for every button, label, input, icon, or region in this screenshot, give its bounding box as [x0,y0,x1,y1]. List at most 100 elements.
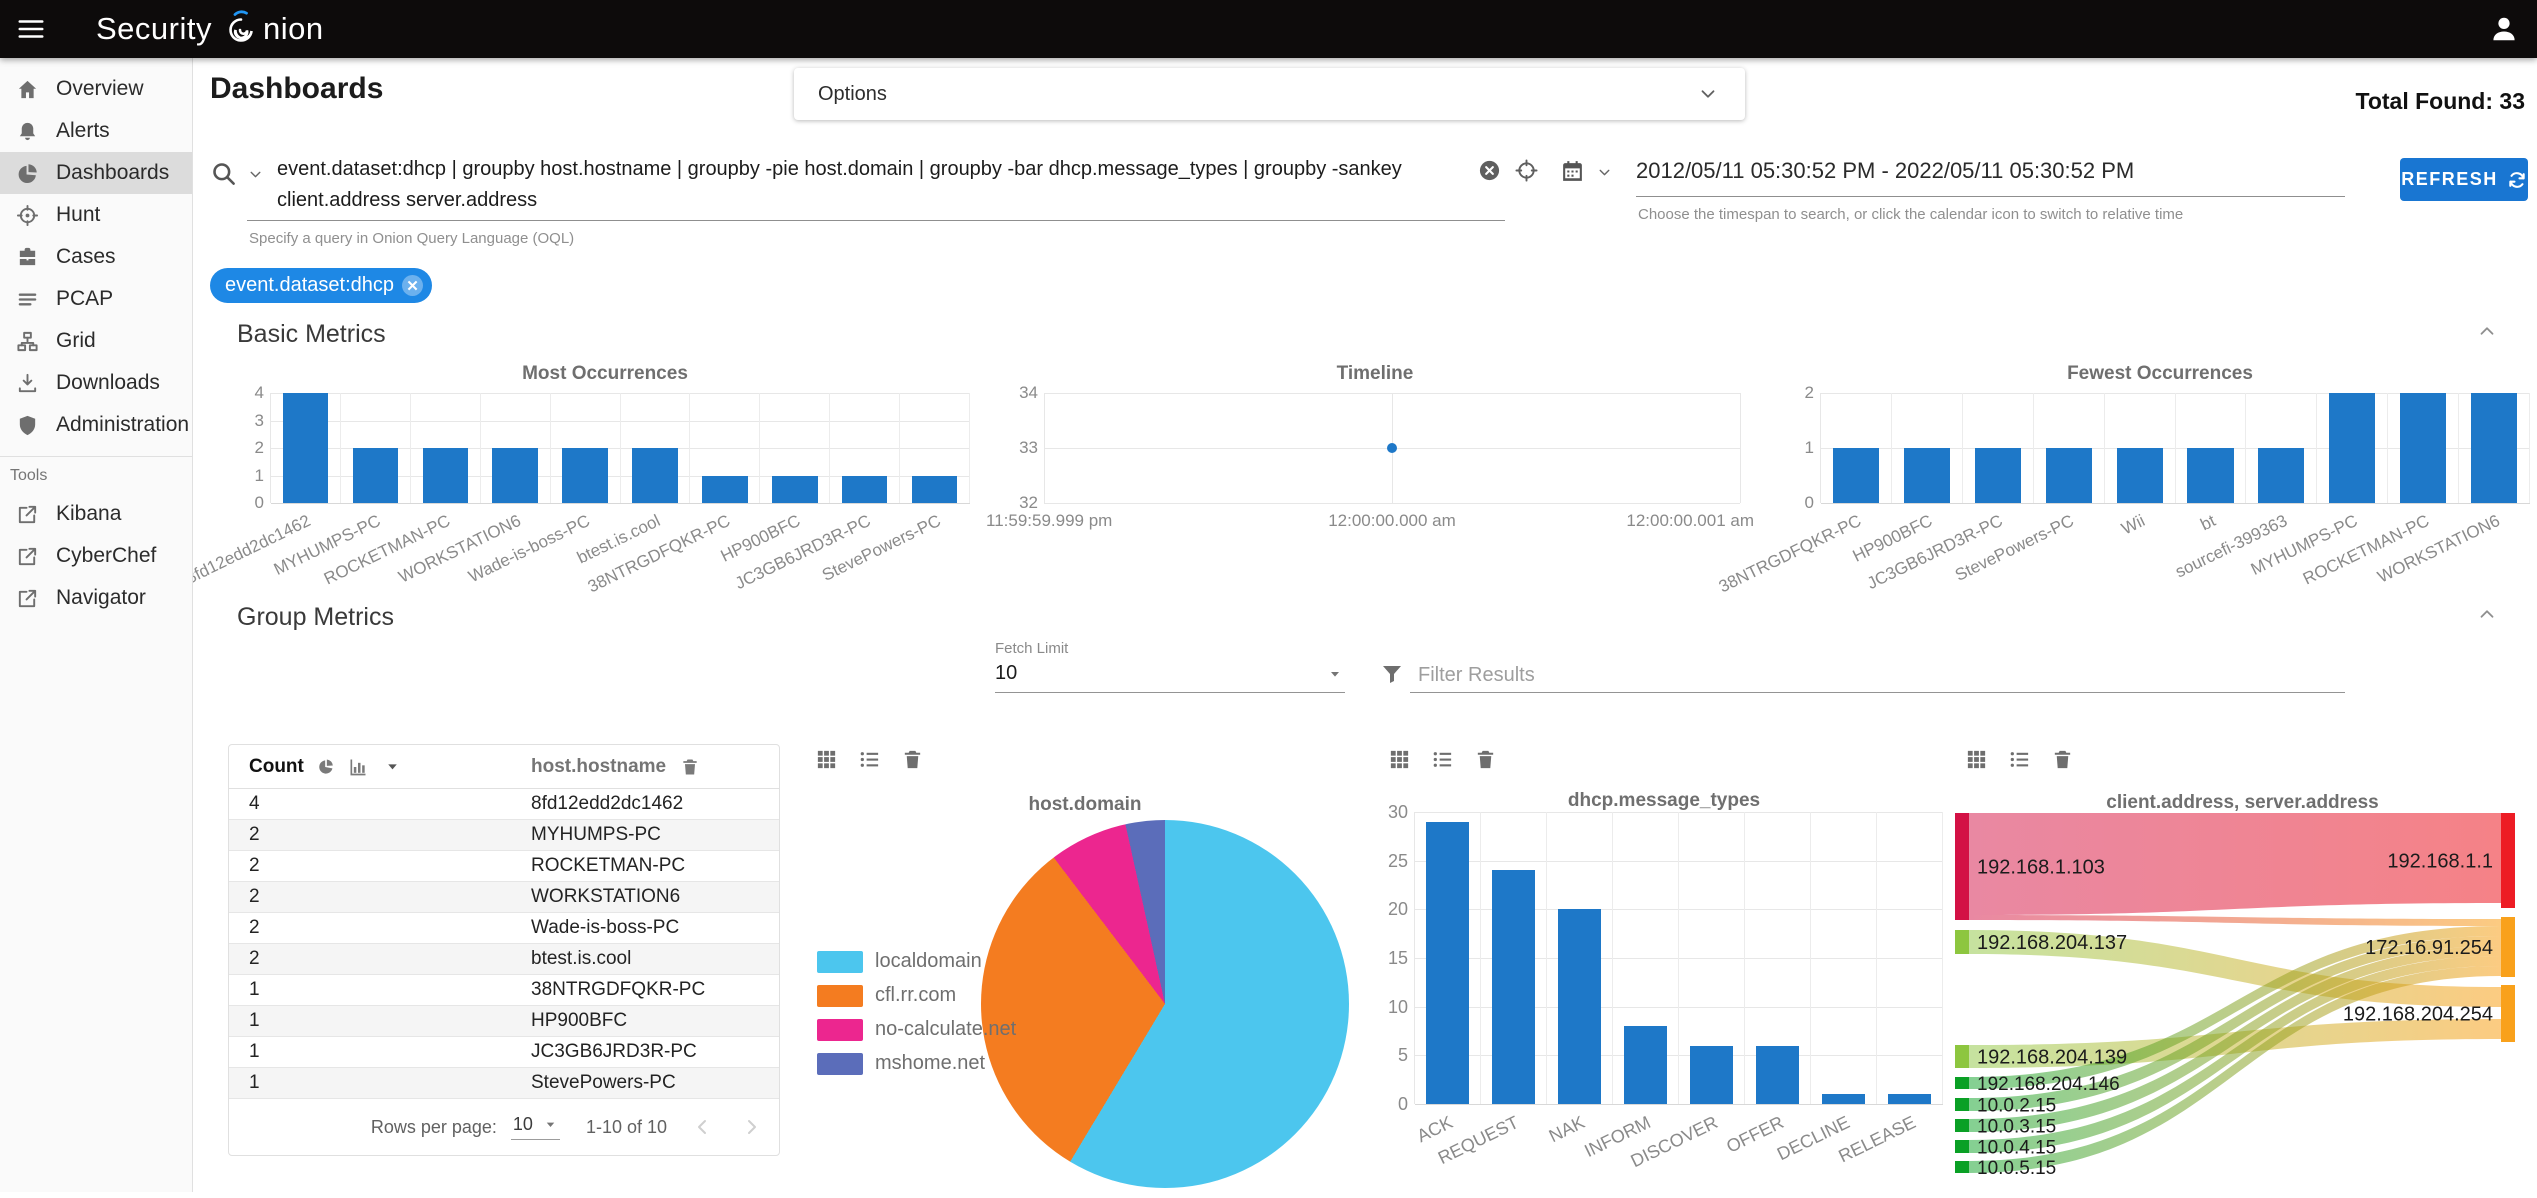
count-cell[interactable]: 2 [229,948,531,970]
bar[interactable] [1756,1046,1799,1104]
sidebar-tool-navigator[interactable]: Navigator [0,577,192,619]
timespan-chevron-icon[interactable] [1596,164,1613,181]
table-view-icon[interactable] [815,748,838,771]
bar[interactable] [2258,448,2304,503]
sankey-node[interactable] [1955,1098,1969,1111]
user-icon[interactable] [2489,14,2519,44]
bar[interactable] [912,476,957,504]
count-cell[interactable]: 2 [229,824,531,846]
sankey-node[interactable] [2501,813,2515,908]
legend-item[interactable]: no-calculate.net [817,1018,1016,1041]
sankey-node[interactable] [1955,930,1969,954]
data-point[interactable] [1387,443,1397,453]
bar-chart-icon[interactable] [348,757,368,777]
bar[interactable] [1888,1094,1931,1104]
hostname-cell[interactable]: WORKSTATION6 [531,886,779,908]
menu-icon[interactable] [16,14,46,44]
hostname-cell[interactable]: 8fd12edd2dc1462 [531,793,779,815]
sort-caret-icon[interactable] [384,758,401,775]
hostname-cell[interactable]: HP900BFC [531,1010,779,1032]
bar[interactable] [1492,870,1535,1104]
sankey-node[interactable] [1955,1119,1969,1132]
sankey-node[interactable] [1955,1077,1969,1089]
bar[interactable] [1904,448,1950,503]
bar[interactable] [2329,393,2375,503]
sidebar-item-dashboards[interactable]: Dashboards [0,152,192,194]
table-view-icon[interactable] [1388,748,1411,771]
sankey-node[interactable] [2501,985,2515,1042]
sidebar-tool-cyberchef[interactable]: CyberChef [0,535,192,577]
query-input[interactable]: event.dataset:dhcp | groupby host.hostna… [277,154,1507,216]
calendar-icon[interactable] [1560,159,1585,184]
bar[interactable] [1558,909,1601,1104]
bar[interactable] [1690,1046,1733,1104]
bar[interactable] [1624,1026,1667,1104]
count-cell[interactable]: 1 [229,979,531,1001]
scope-query-icon[interactable] [1515,159,1538,182]
sidebar-item-downloads[interactable]: Downloads [0,362,192,404]
bar[interactable] [772,476,817,504]
collapse-group-icon[interactable] [2476,603,2498,625]
bar[interactable] [492,448,537,503]
count-cell[interactable]: 2 [229,855,531,877]
sidebar-item-hunt[interactable]: Hunt [0,194,192,236]
trash-icon[interactable] [680,757,700,777]
sankey-flow[interactable] [1969,915,2501,926]
bar[interactable] [842,476,887,504]
hostname-column-header[interactable]: host.hostname [531,756,666,778]
sankey-node[interactable] [1955,1045,1969,1068]
bar[interactable] [2117,448,2163,503]
options-dropdown[interactable]: Options [794,68,1745,120]
count-cell[interactable]: 2 [229,886,531,908]
sidebar-item-alerts[interactable]: Alerts [0,110,192,152]
bar[interactable] [632,448,677,503]
hostname-cell[interactable]: 38NTRGDFQKR-PC [531,979,779,1001]
sidebar-item-pcap[interactable]: PCAP [0,278,192,320]
collapse-basic-icon[interactable] [2476,320,2498,342]
hostname-cell[interactable]: MYHUMPS-PC [531,824,779,846]
trash-icon[interactable] [2051,748,2074,771]
hostname-cell[interactable]: btest.is.cool [531,948,779,970]
hostname-cell[interactable]: StevePowers-PC [531,1072,779,1094]
sankey-node[interactable] [1955,1140,1969,1153]
bar[interactable] [1822,1094,1865,1104]
count-cell[interactable]: 2 [229,917,531,939]
pie-chart-icon[interactable] [316,757,336,777]
count-cell[interactable]: 1 [229,1041,531,1063]
bar[interactable] [2187,448,2233,503]
hostname-cell[interactable]: Wade-is-boss-PC [531,917,779,939]
legend-item[interactable]: mshome.net [817,1052,1016,1075]
sidebar-item-overview[interactable]: Overview [0,68,192,110]
sidebar-item-administration[interactable]: Administration [0,404,192,446]
host-domain-pie[interactable] [981,820,1349,1188]
list-view-icon[interactable] [1431,748,1454,771]
remove-filter-icon[interactable]: ✕ [402,275,423,296]
count-cell[interactable]: 4 [229,793,531,815]
bar[interactable] [562,448,607,503]
legend-item[interactable]: localdomain [817,950,1016,973]
hostname-cell[interactable]: JC3GB6JRD3R-PC [531,1041,779,1063]
count-cell[interactable]: 1 [229,1072,531,1094]
sankey-node[interactable] [1955,1161,1969,1173]
trash-icon[interactable] [1474,748,1497,771]
legend-item[interactable]: cfl.rr.com [817,984,1016,1007]
client-server-sankey[interactable]: 192.168.1.103192.168.204.137192.168.204.… [1955,808,2515,1198]
list-view-icon[interactable] [2008,748,2031,771]
list-view-icon[interactable] [858,748,881,771]
filter-chip[interactable]: event.dataset:dhcp ✕ [210,268,432,303]
bar[interactable] [2046,448,2092,503]
sidebar-item-grid[interactable]: Grid [0,320,192,362]
sidebar-item-cases[interactable]: Cases [0,236,192,278]
timespan-input[interactable]: 2012/05/11 05:30:52 PM - 2022/05/11 05:3… [1636,158,2134,184]
trash-icon[interactable] [901,748,924,771]
